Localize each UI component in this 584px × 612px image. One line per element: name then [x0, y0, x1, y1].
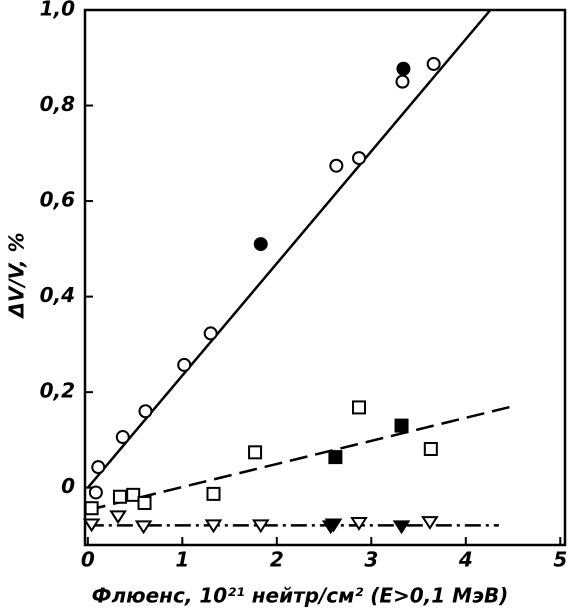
point [204, 519, 223, 534]
point [206, 486, 221, 501]
point [115, 430, 130, 445]
point [350, 517, 368, 531]
point [82, 518, 101, 533]
point [396, 61, 411, 76]
x-tick-label: 5 [553, 548, 567, 572]
point [395, 74, 410, 89]
point [421, 516, 439, 530]
y-tick-label: 0,2 [40, 379, 75, 403]
point [109, 510, 127, 525]
point [253, 237, 268, 252]
point [392, 520, 411, 535]
y-tick-label: 0 [61, 474, 75, 498]
plot-frame [83, 8, 567, 547]
y-tick-label: 0,4 [40, 283, 75, 307]
point [91, 460, 106, 475]
point [352, 400, 367, 415]
point [126, 487, 141, 502]
point [134, 520, 153, 535]
point [84, 501, 99, 516]
point [394, 418, 409, 433]
y-tick-label: 0,6 [40, 188, 76, 212]
x-tick-label: 1 [175, 548, 189, 572]
point [112, 489, 127, 504]
point [177, 357, 192, 372]
point [137, 495, 152, 510]
point [251, 519, 270, 534]
x-tick-label: 0 [81, 548, 95, 572]
y-axis-label: ΔV/V, % [5, 232, 29, 319]
point [328, 450, 343, 465]
point [203, 326, 218, 341]
x-tick-label: 4 [458, 548, 473, 572]
point [248, 445, 263, 460]
point [329, 158, 344, 173]
y-tick-label: 1,0 [40, 0, 76, 21]
point [138, 404, 153, 419]
point [426, 56, 441, 71]
x-tick-label: 2 [270, 548, 284, 572]
point [423, 441, 438, 456]
x-tick-label: 3 [364, 548, 378, 572]
fit-line [86, 9, 492, 489]
fit-line [87, 405, 513, 512]
point [352, 151, 367, 166]
y-tick-label: 0,8 [40, 92, 76, 116]
x-axis-label: Флюенс, 10²¹ нейтр/см² (E>0,1 МэВ) [92, 584, 509, 608]
point [88, 485, 103, 500]
point [321, 520, 340, 535]
